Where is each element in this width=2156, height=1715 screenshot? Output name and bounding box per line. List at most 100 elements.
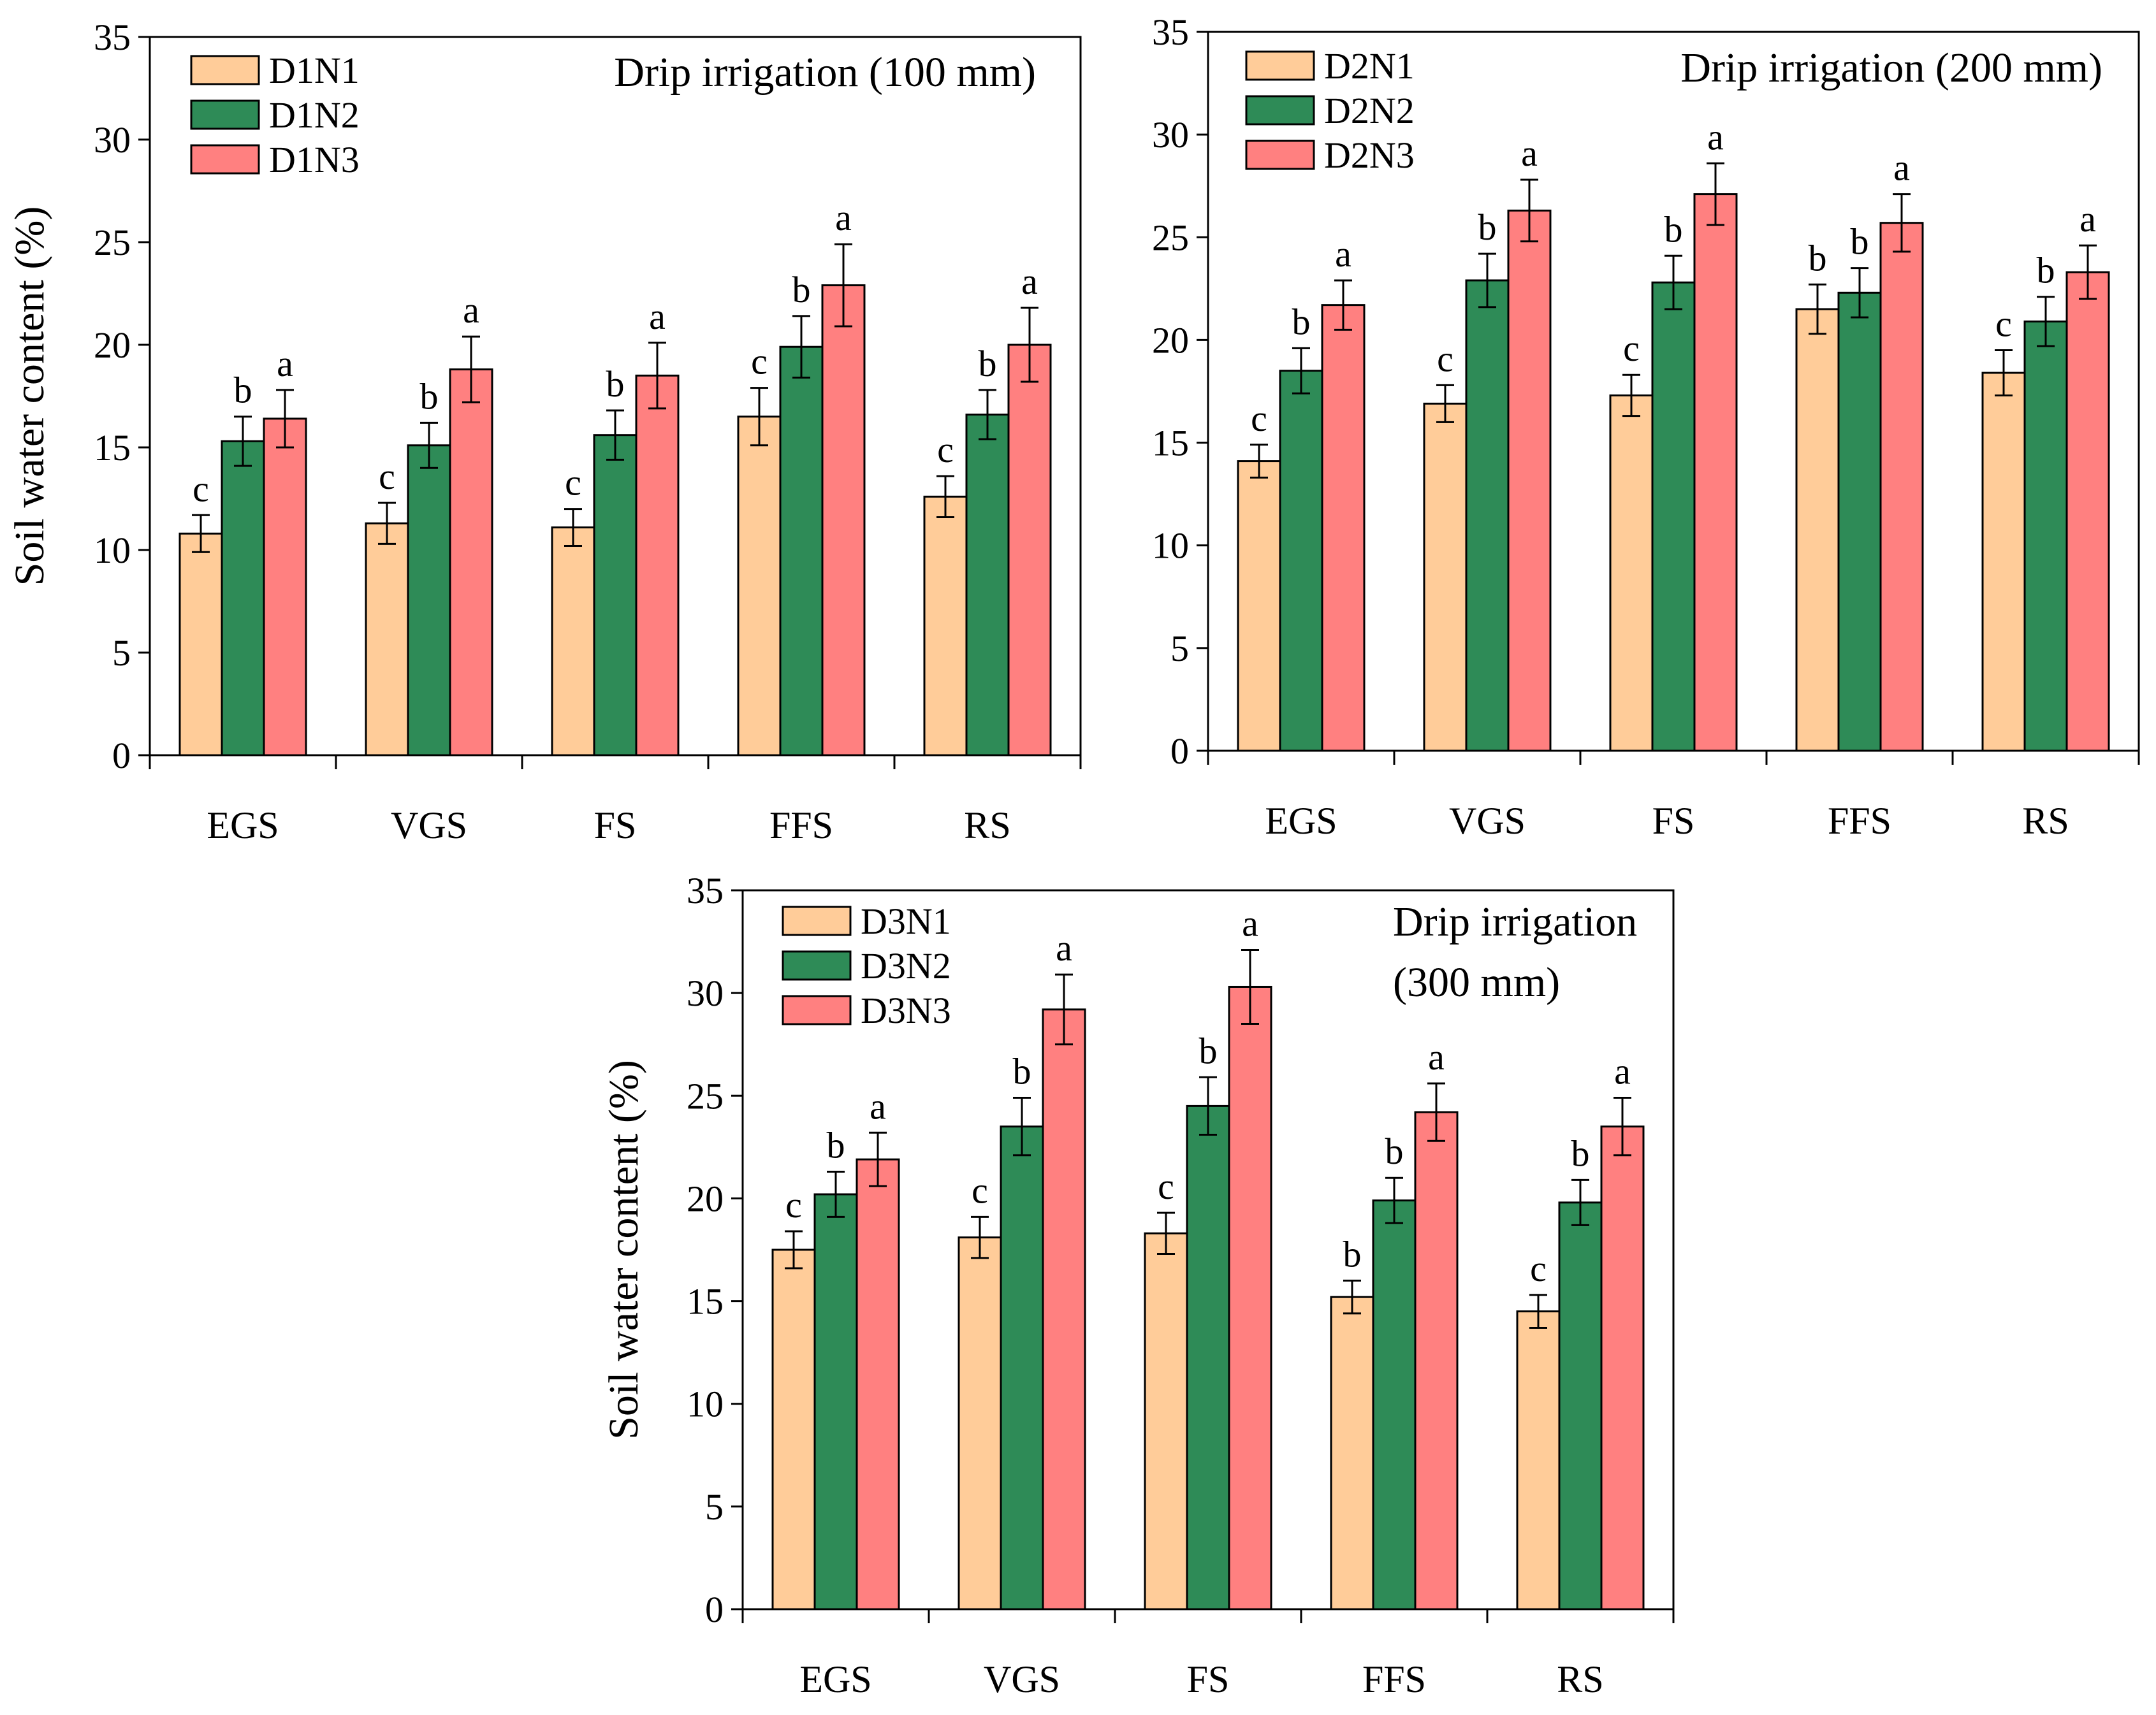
significance-letter: c [1437,338,1453,379]
y-tick-label: 15 [94,427,131,468]
y-tick-label: 25 [94,222,131,263]
significance-letter: b [1478,206,1497,248]
legend-label-d3n2: D3N2 [861,945,951,987]
y-tick-label: 10 [94,530,131,571]
significance-letter: c [785,1184,802,1226]
significance-letter: a [1614,1051,1631,1092]
bar-d1n2-ffs [779,345,824,756]
bar-d2n1-vgs [1423,402,1468,752]
bar-d2n1-fs [1609,394,1654,752]
legend-swatch-d2n2 [1245,95,1315,126]
bar-d1n1-ffs [737,416,782,756]
legend-swatch-d3n3 [782,995,852,1025]
significance-letter: b [1343,1233,1362,1275]
bar-d3n2-rs [1558,1201,1603,1610]
legend-label-d1n1: D1N1 [269,50,360,91]
significance-letter: b [1013,1051,1031,1092]
chart-title: Drip irrigation (200 mm) [1680,45,2102,91]
bar-d1n2-vgs [407,444,451,756]
y-tick-label: 0 [1170,730,1189,772]
bar-d3n2-fs [1186,1104,1230,1610]
bar-d1n3-egs [263,417,307,756]
legend-swatch-d2n3 [1245,140,1315,170]
bar-d2n3-rs [2065,271,2110,752]
y-tick-label: 10 [687,1384,724,1425]
legend-swatch-d1n2 [190,99,260,130]
y-tick-label: 35 [687,870,724,911]
x-tick-label-rs: RS [964,804,1010,846]
x-tick-label-fs: FS [594,804,637,846]
legend-label-d2n3: D2N3 [1324,134,1415,176]
bar-d2n3-vgs [1507,209,1552,752]
significance-letter: b [1385,1131,1404,1172]
y-tick-label: 20 [94,324,131,366]
significance-letter: c [751,341,768,382]
significance-letter: a [1893,147,1910,189]
bar-d2n3-egs [1321,304,1366,752]
significance-letter: a [870,1085,886,1127]
y-tick-label: 5 [1170,628,1189,669]
y-tick-label: 30 [1152,114,1189,156]
bar-d2n1-rs [1981,372,2026,752]
y-tick-label: 25 [687,1075,724,1117]
bar-d1n1-vgs [365,522,409,756]
significance-letter: c [1251,398,1267,439]
significance-letter: b [420,375,439,417]
chart-title: Drip irrigation [1393,899,1637,945]
significance-letter: b [1571,1132,1590,1174]
bar-d3n1-fs [1144,1232,1188,1610]
x-tick-label-vgs: VGS [391,804,467,846]
x-tick-label-ffs: FFS [1828,800,1891,842]
significance-letter: b [606,363,625,405]
significance-letter: b [1664,208,1683,250]
bar-d1n2-rs [965,413,1010,756]
legend-label-d3n1: D3N1 [861,901,951,942]
bar-d2n2-rs [2023,320,2068,752]
y-tick-label: 0 [112,735,131,776]
bar-d2n1-ffs [1795,308,1840,752]
x-tick-label-vgs: VGS [984,1658,1060,1700]
bar-d2n2-vgs [1465,279,1510,752]
bar-d3n2-vgs [1000,1125,1044,1610]
bar-d1n3-ffs [821,284,866,756]
significance-letter: b [827,1125,845,1166]
significance-letter: a [835,197,852,238]
bar-d2n3-fs [1693,193,1738,752]
bar-d2n1-egs [1237,460,1281,752]
bar-d3n1-rs [1516,1310,1561,1610]
legend-swatch-d2n1 [1245,50,1315,81]
legend-label-d1n3: D1N3 [269,139,360,180]
bar-d1n3-fs [635,374,680,756]
x-tick-label-egs: EGS [207,804,279,846]
bar-d2n2-ffs [1837,291,1882,752]
y-tick-label: 15 [1152,423,1189,464]
bar-d3n3-fs [1228,985,1272,1610]
bar-d2n2-egs [1279,370,1323,752]
y-axis-label: Soil water content (%) [601,1060,647,1440]
x-tick-label-egs: EGS [799,1658,871,1700]
bar-d3n2-egs [813,1193,858,1610]
y-tick-label: 30 [94,119,131,161]
bar-d1n2-egs [221,440,265,756]
bar-d2n2-fs [1651,281,1696,752]
significance-letter: a [2080,198,2096,240]
significance-letter: b [234,370,252,411]
y-tick-label: 0 [705,1589,724,1630]
legend-swatch-d3n1 [782,906,852,936]
x-tick-label-ffs: FFS [769,804,833,846]
x-tick-label-fs: FS [1652,800,1695,842]
bar-d3n1-vgs [958,1236,1002,1610]
y-tick-label: 25 [1152,217,1189,258]
bar-d1n2-fs [593,434,637,756]
y-tick-label: 20 [687,1178,724,1219]
legend-label-d2n2: D2N2 [1324,90,1415,131]
significance-letter: b [1809,237,1827,279]
y-tick-label: 5 [705,1486,724,1528]
legend-swatch-d1n3 [190,144,260,175]
x-tick-label-egs: EGS [1265,800,1337,842]
y-tick-label: 30 [687,973,724,1014]
x-tick-label-fs: FS [1187,1658,1230,1700]
significance-letter: a [463,289,479,331]
significance-letter: b [1199,1030,1218,1071]
